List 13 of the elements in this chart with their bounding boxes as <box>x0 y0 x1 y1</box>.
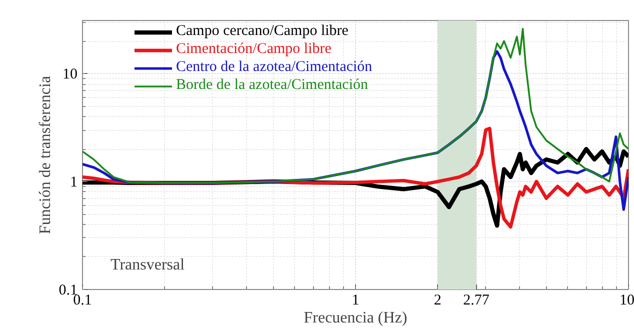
x-tick-label: 1 <box>352 292 360 308</box>
y-tick-label: 1 <box>70 174 78 191</box>
x-tick-label: 2.77 <box>463 292 490 308</box>
x-tick-label: 10 <box>620 292 634 308</box>
annotation: Transversal <box>110 256 186 274</box>
x-tick-label: 2 <box>434 292 442 308</box>
legend-label: Centro de la azotea/Cimentación <box>176 59 372 76</box>
legend-label: Cimentación/Campo libre <box>176 41 332 58</box>
y-axis-title: Función de transferencia <box>36 76 54 234</box>
x-axis-title: Frecuencia (Hz) <box>304 310 408 326</box>
legend-label: Campo cercano/Campo libre <box>176 23 348 40</box>
y-tick-label: 10 <box>62 66 78 83</box>
legend-label: Borde de la azotea/Cimentación <box>176 77 368 94</box>
